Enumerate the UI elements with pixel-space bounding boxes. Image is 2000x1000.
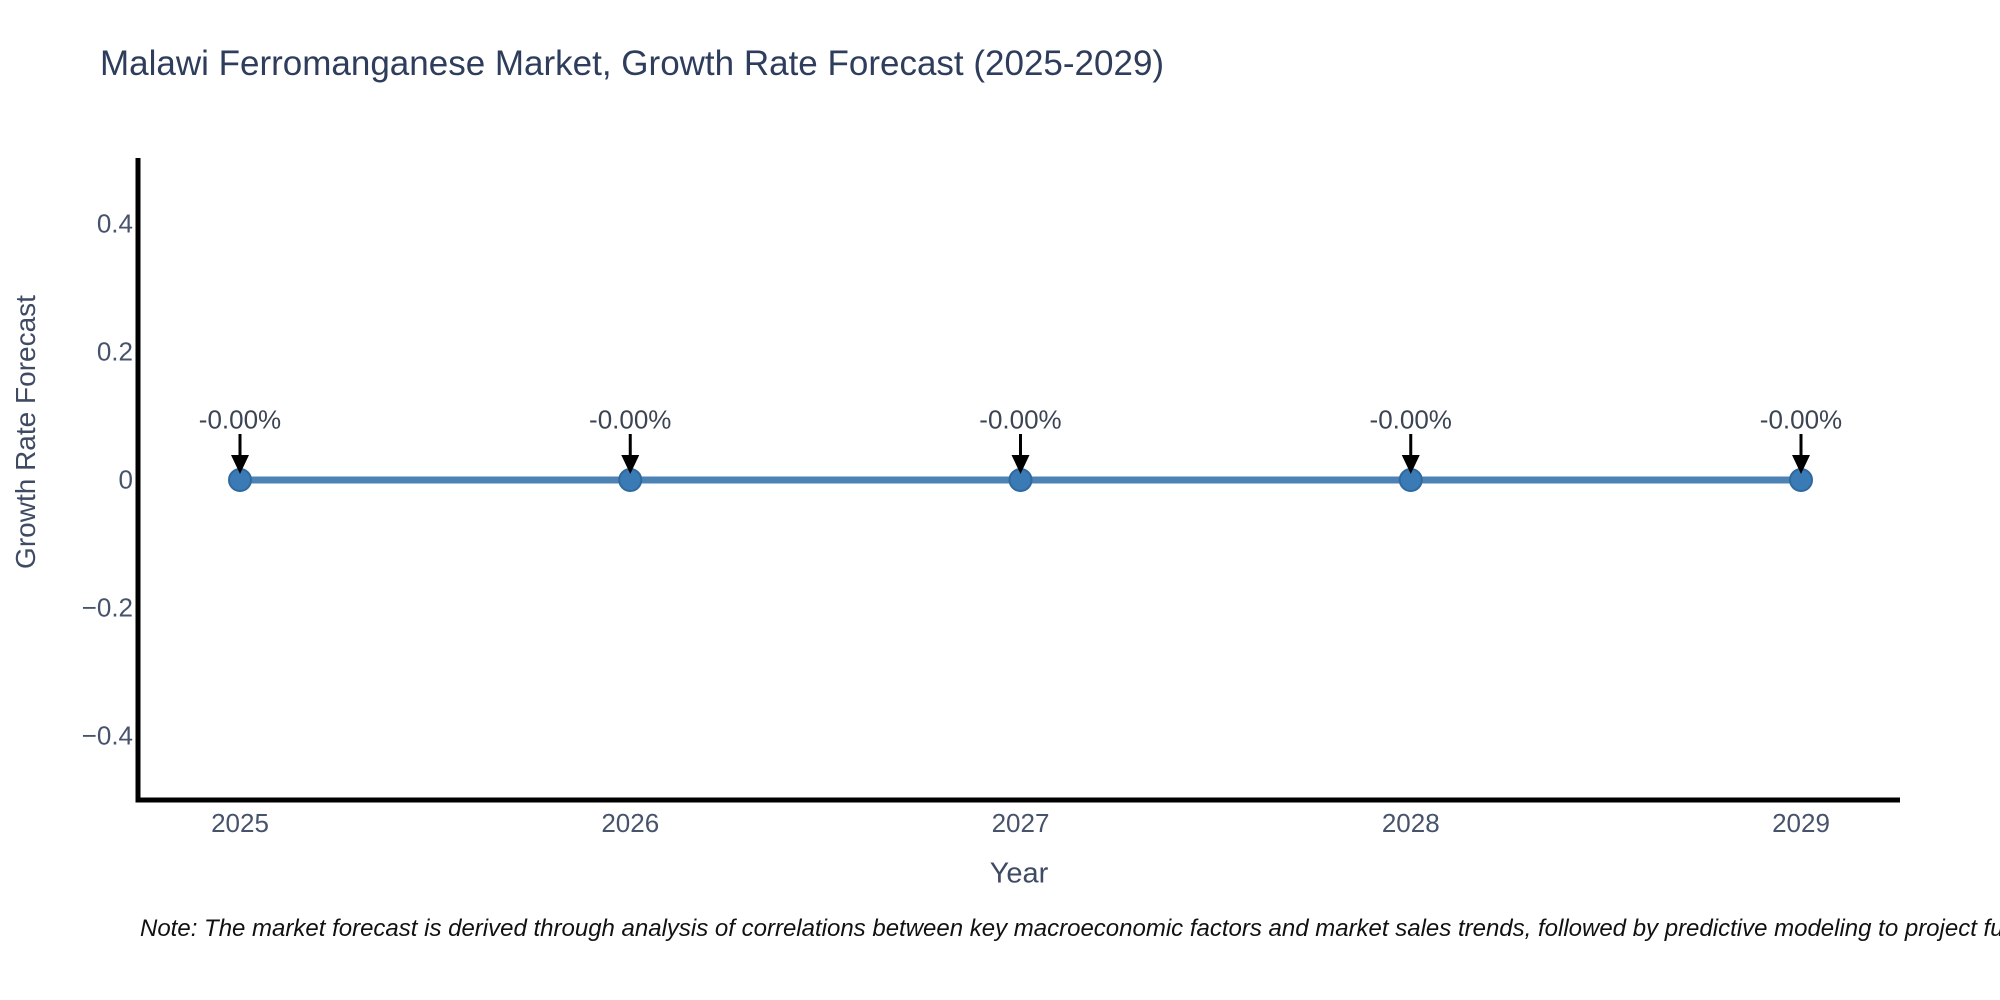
x-axis-title: Year xyxy=(989,857,1049,890)
x-tick-label: 2028 xyxy=(1381,808,1440,838)
x-tick-label: 2027 xyxy=(991,808,1050,838)
x-tick-label: 2029 xyxy=(1772,808,1830,838)
annotation-arrow-head xyxy=(1401,455,1420,474)
point-value-label: -0.00% xyxy=(1369,404,1452,435)
point-value-label: -0.00% xyxy=(198,404,282,435)
annotation-arrow-head xyxy=(621,455,640,474)
annotation-arrow-head xyxy=(1792,455,1810,474)
footnote: Note: The market forecast is derived thr… xyxy=(140,915,2000,942)
y-tick-label: −0.4 xyxy=(81,720,133,751)
x-tick-label: 2026 xyxy=(601,808,660,838)
y-tick-label: 0.4 xyxy=(96,208,133,239)
y-tick-label: 0 xyxy=(118,464,133,495)
y-tick-label: 0.2 xyxy=(96,336,133,367)
chart-title: Malawi Ferromanganese Market, Growth Rat… xyxy=(100,44,1165,83)
annotation-arrow-head xyxy=(1011,455,1030,474)
point-value-label: -0.00% xyxy=(589,404,672,435)
x-tick-label: 2025 xyxy=(211,808,269,838)
point-value-label: -0.00% xyxy=(1759,404,1843,435)
annotation-arrow-head xyxy=(231,455,249,474)
point-value-label: -0.00% xyxy=(979,404,1062,435)
y-tick-label: −0.2 xyxy=(81,592,133,623)
